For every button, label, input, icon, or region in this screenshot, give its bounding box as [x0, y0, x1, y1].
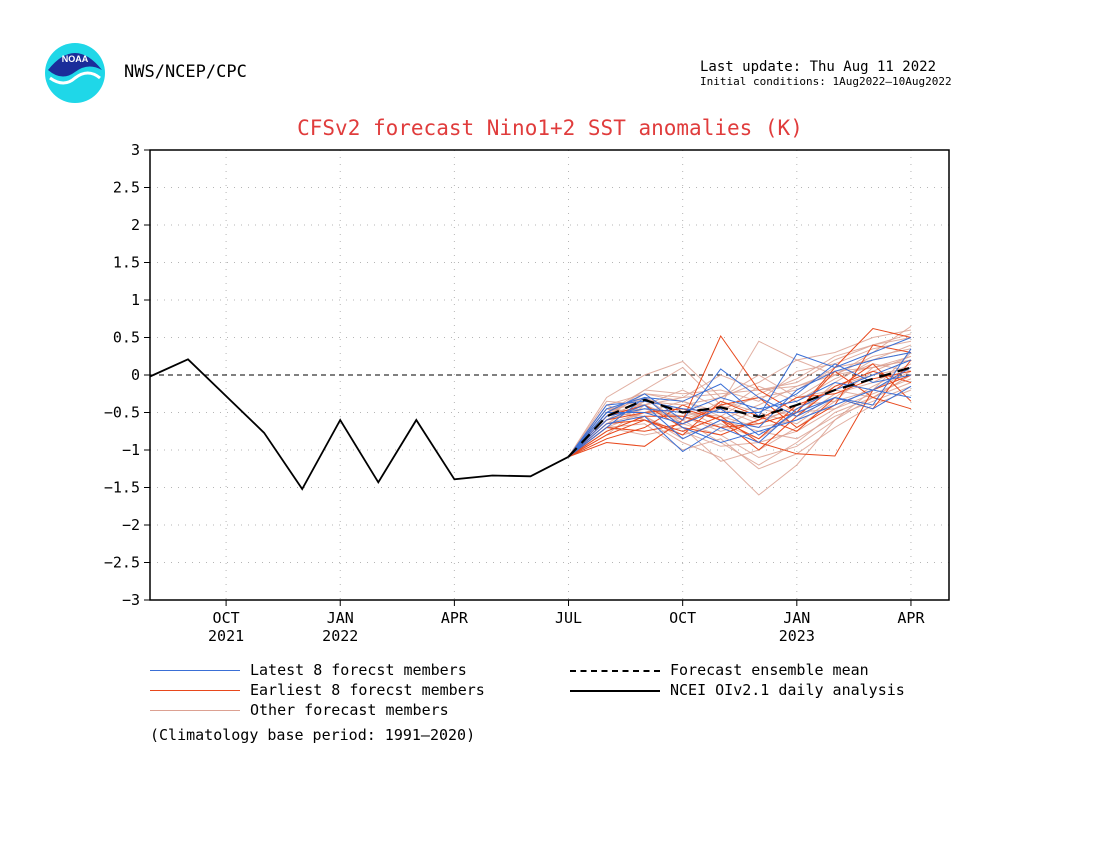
x-tick-month: JAN [327, 609, 354, 627]
last-update-label: Last update: Thu Aug 11 2022 [700, 59, 937, 75]
legend-label-earliest: Earliest 8 forecst members [250, 681, 485, 699]
initial-conditions-label: Initial conditions: 1Aug2022—10Aug2022 [700, 75, 952, 88]
other-member-line [568, 329, 912, 458]
other-members-group [568, 325, 912, 496]
y-tick-label: −1.5 [104, 479, 140, 497]
x-tick-month: OCT [213, 609, 240, 627]
agency-label: NWS/NCEP/CPC [124, 62, 247, 82]
legend-swatch-latest [150, 670, 240, 671]
main-series-group [149, 358, 912, 491]
y-tick-label: 3 [131, 141, 140, 159]
y-tick-label: −3 [122, 591, 140, 609]
climatology-note: (Climatology base period: 1991—2020) [150, 726, 476, 744]
x-tick-year: 2021 [208, 627, 244, 645]
x-tick-year: 2023 [779, 627, 815, 645]
y-tick-label: −2 [122, 516, 140, 534]
svg-text:NOAA: NOAA [62, 54, 89, 64]
earliest-member-line [568, 344, 912, 458]
other-member-line [568, 333, 912, 458]
plot-frame [149, 149, 950, 601]
latest-member-line [568, 385, 912, 458]
y-tick-label: −2.5 [104, 554, 140, 572]
y-tick-label: 0.5 [113, 329, 140, 347]
y-tick-label: 0 [131, 366, 140, 384]
legend-label-mean: Forecast ensemble mean [670, 661, 869, 679]
y-tick-label: −0.5 [104, 404, 140, 422]
latest-member-line [568, 337, 912, 458]
latest-members-group [568, 337, 912, 458]
legend-swatch-mean [570, 670, 660, 672]
x-tick-month: OCT [669, 609, 696, 627]
legend-swatch-obs [570, 690, 660, 692]
earliest-members-group [568, 327, 912, 458]
grid-lines [150, 150, 949, 600]
axes [144, 149, 950, 606]
earliest-member-line [568, 327, 912, 458]
legend-swatch-other [150, 710, 240, 711]
observed-analysis-line [149, 358, 569, 491]
y-tick-label: −1 [122, 441, 140, 459]
y-tick-label: 2 [131, 216, 140, 234]
other-member-line [568, 389, 912, 470]
x-tick-month: APR [441, 609, 469, 627]
tick-labels: 32.521.510.50−0.5−1−1.5−2−2.5−3OCT2021JA… [104, 141, 926, 645]
ensemble-mean-line [567, 366, 912, 458]
legend-label-other: Other forecast members [250, 701, 449, 719]
x-tick-year: 2022 [322, 627, 358, 645]
noaa-logo: NOAA [44, 42, 106, 108]
legend-label-obs: NCEI OIv2.1 daily analysis [670, 681, 905, 699]
other-member-line [568, 337, 912, 458]
x-tick-month: APR [897, 609, 925, 627]
y-tick-label: 1 [131, 291, 140, 309]
y-tick-label: 1.5 [113, 254, 140, 272]
y-tick-label: 2.5 [113, 179, 140, 197]
legend-swatch-earliest [150, 690, 240, 691]
noaa-logo-icon: NOAA [45, 43, 105, 103]
legend-label-latest: Latest 8 forecst members [250, 661, 467, 679]
latest-member-line [568, 359, 912, 458]
chart-title: CFSv2 forecast Nino1+2 SST anomalies (K) [297, 116, 803, 140]
x-tick-month: JAN [783, 609, 810, 627]
earliest-member-line [568, 363, 912, 458]
x-tick-month: JUL [555, 609, 582, 627]
